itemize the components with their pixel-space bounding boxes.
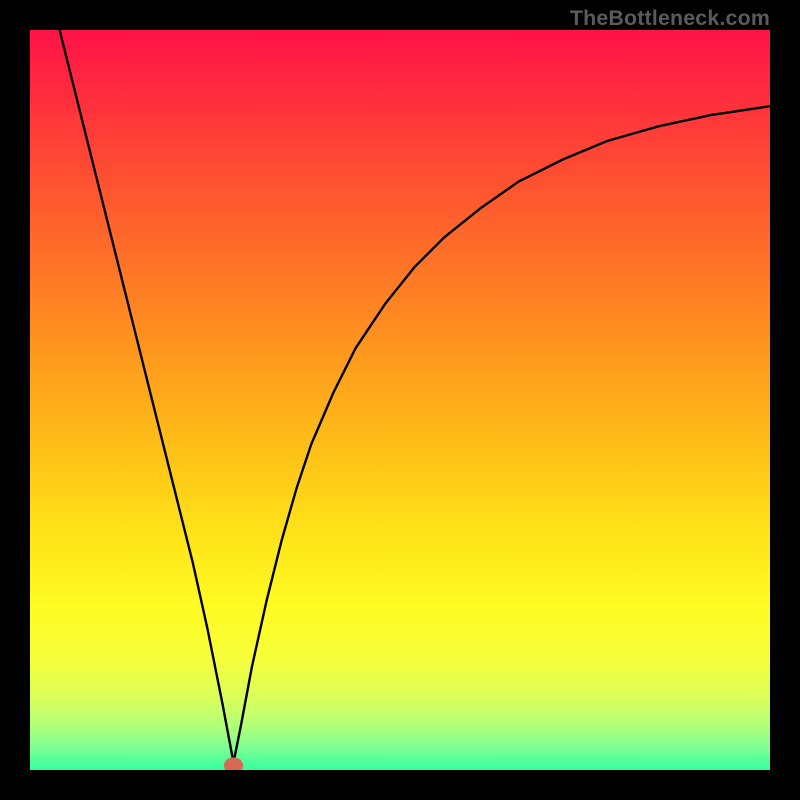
plot-svg [30, 30, 770, 770]
plot-area [30, 30, 770, 770]
chart-frame: TheBottleneck.com [0, 0, 800, 800]
watermark-text: TheBottleneck.com [570, 6, 770, 31]
gradient-background [30, 30, 770, 770]
